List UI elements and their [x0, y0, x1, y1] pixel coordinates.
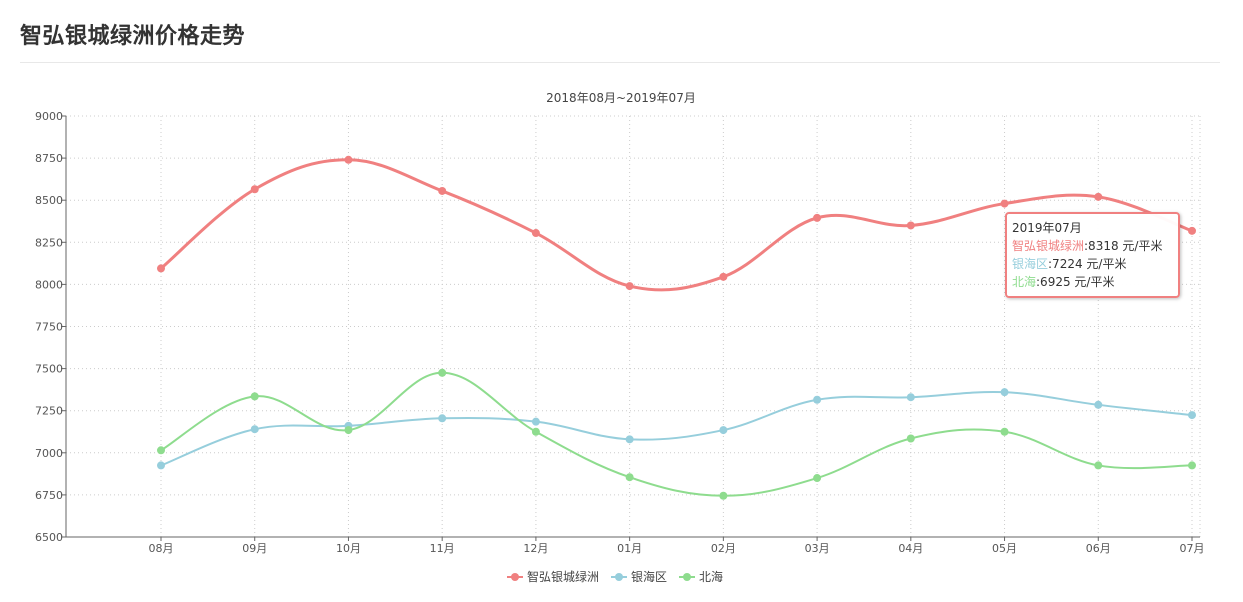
- data-point: [813, 474, 822, 483]
- tooltip-series-value: :8318 元/平米: [1084, 239, 1163, 253]
- data-point: [250, 425, 259, 434]
- data-point: [719, 272, 728, 281]
- series-1: [157, 388, 1196, 470]
- y-tick-label: 7250: [35, 405, 63, 418]
- y-tick-label: 9000: [35, 110, 63, 123]
- data-point: [1094, 400, 1103, 409]
- data-point: [1000, 388, 1009, 397]
- x-tick-label: 02月: [711, 542, 736, 555]
- legend-item-0[interactable]: 智弘银城绿洲: [507, 569, 599, 584]
- page-title: 智弘银城绿洲价格走势: [20, 24, 246, 49]
- data-point: [719, 426, 728, 435]
- data-point: [344, 426, 353, 435]
- x-tick-label: 06月: [1086, 542, 1111, 555]
- y-tick-label: 8750: [35, 152, 63, 165]
- series-line: [160, 371, 1193, 497]
- series-line: [160, 390, 1193, 467]
- tooltip-series-value: :7224 元/平米: [1048, 257, 1127, 271]
- data-point: [625, 473, 634, 482]
- x-tick-label: 03月: [805, 542, 830, 555]
- legend-marker: [615, 573, 623, 581]
- legend-item-2[interactable]: 北海: [679, 569, 723, 584]
- data-point: [813, 395, 822, 404]
- legend-marker: [683, 573, 691, 581]
- axis-layer: 6500 6750 7000 7250 7500 7750 8000 8250 8500 8750…: [35, 110, 1205, 555]
- data-point: [250, 392, 259, 401]
- tooltip-series-name: 智弘银城绿洲: [1012, 239, 1085, 253]
- data-point: [157, 446, 165, 455]
- data-point: [438, 186, 447, 195]
- data-point: [1188, 411, 1196, 420]
- x-tick-label: 09月: [242, 542, 267, 555]
- data-point: [813, 213, 822, 222]
- x-tick-label: 01月: [617, 542, 642, 555]
- data-point: [531, 427, 540, 436]
- y-tick-label: 8000: [35, 278, 63, 291]
- data-point: [1188, 226, 1196, 235]
- x-tick-label: 11月: [430, 542, 455, 555]
- x-tick-label: 05月: [992, 542, 1017, 555]
- y-tick-label: 7500: [35, 363, 63, 376]
- data-point: [157, 461, 165, 470]
- data-point: [157, 264, 165, 273]
- data-point: [906, 434, 915, 443]
- tooltip-series-name: 北海: [1012, 275, 1037, 289]
- series-0: [157, 155, 1196, 292]
- x-tick-label: 08月: [149, 542, 174, 555]
- data-point: [1000, 199, 1009, 208]
- data-point: [625, 282, 634, 291]
- tooltip-row-project: 智弘银城绿洲:8318 元/平米: [1012, 237, 1172, 255]
- legend-label: 银海区: [631, 569, 667, 584]
- grid-layer: [66, 115, 1201, 537]
- legend-marker: [511, 573, 519, 581]
- tooltip-series-name: 银海区: [1012, 257, 1049, 271]
- data-point: [1188, 461, 1196, 470]
- series-layer: [157, 155, 1196, 500]
- x-tick-label: 07月: [1180, 542, 1205, 555]
- chart-subtitle: 2018年08月~2019年07月: [546, 91, 696, 105]
- data-point: [438, 368, 447, 377]
- data-point: [531, 417, 540, 426]
- tooltip: 2019年07月 智弘银城绿洲:8318 元/平米 银海区:7224 元/平米 …: [1005, 212, 1180, 298]
- data-point: [531, 229, 540, 238]
- tooltip-row-city: 北海:6925 元/平米: [1012, 273, 1172, 291]
- data-point: [719, 491, 728, 500]
- legend-item-1[interactable]: 银海区: [611, 569, 667, 584]
- legend-label: 北海: [699, 569, 723, 584]
- y-tick-label: 6500: [35, 531, 63, 544]
- legend[interactable]: 智弘银城绿洲 银海区 北海: [507, 569, 723, 584]
- y-tick-label: 8500: [35, 194, 63, 207]
- data-point: [906, 221, 915, 230]
- data-point: [906, 393, 915, 402]
- data-point: [438, 414, 447, 423]
- y-tick-label: 6750: [35, 489, 63, 502]
- x-tick-label: 04月: [898, 542, 923, 555]
- data-point: [1000, 427, 1009, 436]
- y-tick-label: 7000: [35, 447, 63, 460]
- data-point: [344, 155, 353, 164]
- data-point: [250, 185, 259, 194]
- series-2: [157, 368, 1196, 500]
- y-tick-label: 7750: [35, 321, 63, 334]
- series-line: [160, 158, 1193, 292]
- data-point: [1094, 192, 1103, 201]
- x-tick-label: 12月: [523, 542, 548, 555]
- tooltip-series-value: :6925 元/平米: [1036, 275, 1115, 289]
- x-tick-label: 10月: [336, 542, 361, 555]
- title-divider: [20, 62, 1220, 63]
- tooltip-title: 2019年07月: [1012, 221, 1082, 235]
- y-tick-label: 8250: [35, 236, 63, 249]
- legend-label: 智弘银城绿洲: [527, 569, 599, 584]
- tooltip-row-district: 银海区:7224 元/平米: [1012, 255, 1172, 273]
- data-point: [1094, 461, 1103, 470]
- data-point: [625, 435, 634, 444]
